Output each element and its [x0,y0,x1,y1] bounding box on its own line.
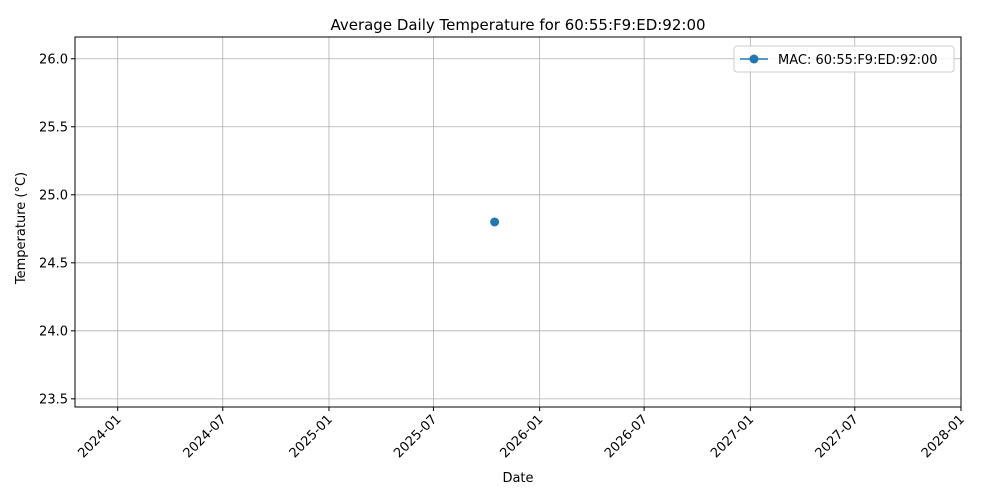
legend-entry-label: MAC: 60:55:F9:ED:92:00 [778,53,938,68]
data-point [490,217,500,227]
axes-frame [74,36,962,408]
y-tick-label: 25.5 [39,120,68,135]
legend: MAC: 60:55:F9:ED:92:00 [733,45,955,73]
y-axis-label: Temperature (°C) [14,172,29,285]
legend-box [733,45,955,73]
chart-title: Average Daily Temperature for 60:55:F9:E… [330,16,705,34]
y-tick-label: 24.5 [39,256,68,271]
y-tick-label: 25.0 [39,188,68,203]
data-layer [490,217,500,227]
y-tick-label: 26.0 [39,52,68,67]
legend-marker-swatch [749,54,759,64]
y-tick-label: 24.0 [39,324,68,339]
x-axis-label: Date [502,471,533,486]
y-tick-label: 23.5 [39,392,68,407]
